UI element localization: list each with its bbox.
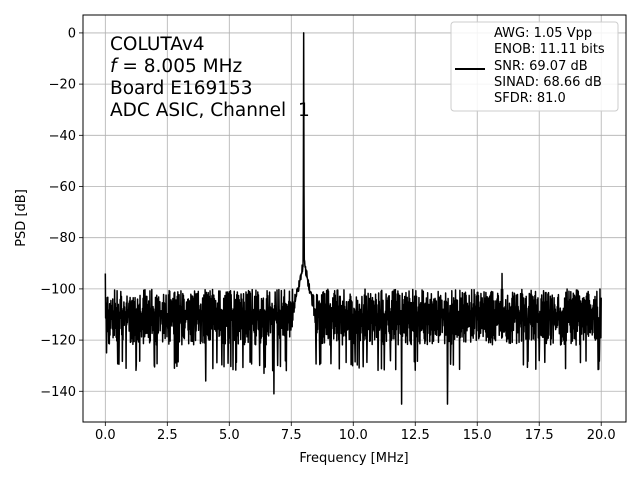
legend-enob: ENOB: 11.11 bits — [494, 42, 605, 57]
psd-line — [104, 32, 602, 405]
legend-box — [450, 21, 619, 112]
x-tick-label: 20.0 — [587, 428, 616, 443]
y-axis-ticks: 0 −20 −40 −60 −80 −100 −120 −140 — [40, 26, 83, 400]
y-axis-label: PSD [dB] — [14, 189, 29, 247]
x-tick-label: 10.0 — [339, 428, 368, 443]
plot-frame — [82, 14, 627, 423]
annotation-title: COLUTAv4 — [110, 34, 205, 55]
x-tick-label: 5.0 — [219, 428, 240, 443]
legend: AWG: 1.05 Vpp ENOB: 11.11 bits SNR: 69.0… — [450, 21, 619, 112]
y-tick-label: −20 — [49, 78, 76, 93]
legend-sfdr: SFDR: 81.0 — [494, 91, 566, 106]
y-tick-label: −140 — [40, 385, 76, 400]
legend-sinad: SINAD: 68.66 dB — [494, 75, 602, 90]
x-tick-label: 7.5 — [281, 428, 302, 443]
annotation-block: COLUTAv4 f = 8.005 MHz Board E169153 ADC… — [110, 34, 310, 121]
x-tick-label: 17.5 — [525, 428, 554, 443]
legend-awg: AWG: 1.05 Vpp — [494, 26, 592, 41]
annotation-frequency: f = 8.005 MHz — [110, 56, 242, 77]
y-tick-label: −120 — [40, 334, 76, 349]
x-tick-label: 2.5 — [157, 428, 178, 443]
psd-series — [104, 32, 602, 405]
y-tick-label: −40 — [49, 129, 76, 144]
y-tick-label: 0 — [68, 26, 76, 41]
x-axis-label: Frequency [MHz] — [299, 451, 408, 466]
y-tick-label: −100 — [40, 282, 76, 297]
y-tick-label: −80 — [49, 231, 76, 246]
annotation-board: Board E169153 — [110, 78, 253, 99]
legend-snr: SNR: 69.07 dB — [494, 59, 588, 74]
x-tick-label: 12.5 — [401, 428, 430, 443]
y-tick-label: −60 — [49, 180, 76, 195]
annotation-frequency-value: = 8.005 MHz — [117, 56, 243, 77]
annotation-frequency-symbol: f — [110, 56, 119, 77]
x-tick-label: 15.0 — [463, 428, 492, 443]
annotation-channel: ADC ASIC, Channel 1 — [110, 100, 310, 121]
x-tick-label: 0.0 — [95, 428, 116, 443]
x-axis-ticks: 0.0 2.5 5.0 7.5 10.0 12.5 15.0 17.5 20.0 — [95, 422, 616, 443]
